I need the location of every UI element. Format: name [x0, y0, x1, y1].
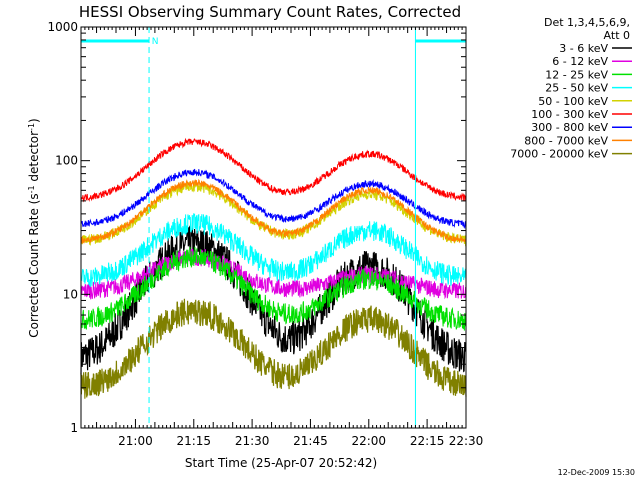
series-line-6 — [80, 168, 467, 230]
footer-date: 12-Dec-2009 15:30 — [558, 468, 635, 477]
x-tick-label-5: 22:15 — [410, 434, 445, 448]
legend-label-0: 3 - 6 keV — [559, 42, 608, 55]
series-line-7 — [80, 178, 467, 244]
series-line-3 — [80, 213, 467, 288]
y-axis-label-mid: detector — [27, 131, 41, 186]
y-tick-label-3: 1000 — [47, 20, 78, 34]
x-tick-label-2: 21:30 — [235, 434, 270, 448]
y-axis-label: Corrected Count Rate (s-1 detector-1) — [27, 118, 42, 337]
y-axis-label-end: ) — [27, 118, 41, 123]
legend-label-3: 25 - 50 keV — [545, 82, 608, 95]
y-axis-label-sup1: -1 — [27, 185, 36, 193]
series-layer — [80, 137, 467, 399]
x-tick-label-3: 21:45 — [293, 434, 328, 448]
x-axis-label: Start Time (25-Apr-07 20:52:42) — [185, 456, 377, 470]
series-line-2 — [80, 246, 467, 331]
night-marker-label: N — [152, 37, 159, 47]
legend-label-8: 7000 - 20000 keV — [510, 148, 608, 161]
series-line-5 — [80, 137, 467, 203]
y-tick-label-0: 1 — [70, 421, 78, 435]
y-axis-label-sup2: -1 — [27, 123, 36, 131]
x-tick-label-6: 22:30 — [449, 434, 484, 448]
plot-area — [80, 26, 467, 429]
legend-label-6: 300 - 800 keV — [531, 121, 608, 134]
legend-label-4: 50 - 100 keV — [538, 95, 608, 108]
series-line-8 — [80, 298, 467, 399]
legend-label-5: 100 - 300 keV — [531, 108, 608, 121]
y-tick-label-1: 10 — [63, 287, 78, 301]
legend-label-2: 12 - 25 keV — [545, 68, 608, 81]
x-axis: 21:00 21:15 21:30 21:45 22:00 22:15 22:30 — [84, 27, 484, 448]
y-axis: 1 10 100 1000 — [47, 20, 466, 435]
legend-label-7: 800 - 7000 keV — [524, 134, 608, 147]
y-tick-label-2: 100 — [55, 154, 78, 168]
legend-header-line1: Det 1,3,4,5,6,9, — [544, 16, 630, 29]
x-tick-label-0: 21:00 — [118, 434, 153, 448]
x-tick-label-4: 22:00 — [351, 434, 386, 448]
y-axis-label-main: Corrected Count Rate (s — [27, 193, 41, 337]
legend-label-1: 6 - 12 keV — [552, 55, 608, 68]
plot-frame — [80, 26, 467, 429]
x-tick-label-1: 21:15 — [176, 434, 211, 448]
chart-title: HESSI Observing Summary Count Rates, Cor… — [79, 3, 461, 21]
legend-header-line2: Att 0 — [604, 29, 630, 42]
